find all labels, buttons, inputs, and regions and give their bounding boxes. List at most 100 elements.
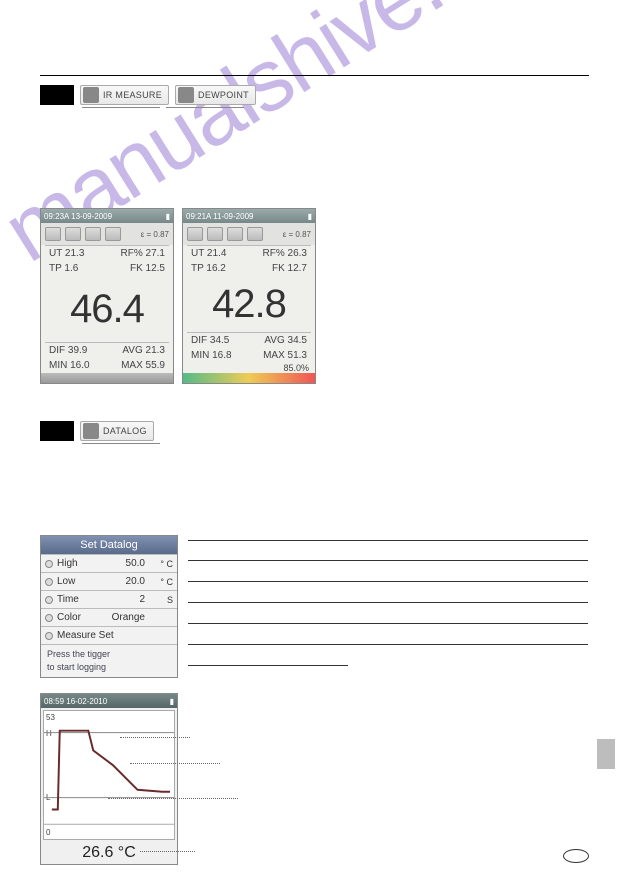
section-marker	[40, 421, 74, 441]
sd-row-low[interactable]: Low 20.0 C	[41, 572, 177, 590]
lcd2-status-bar: 09:21A 11-09-2009 ▮	[183, 209, 315, 223]
lcd2-toolbar: ε = 0.87	[183, 223, 315, 245]
datalog-tab[interactable]: DATALOG	[80, 421, 154, 441]
graph-status-bar: 08:59 16-02-2010 ▮	[41, 694, 177, 708]
tab-underline-3	[82, 443, 160, 444]
lcd1-epsilon: ε = 0.87	[141, 230, 169, 239]
sd-time-label: Time	[57, 594, 95, 605]
lcd1-main-reading: 46.4	[41, 276, 173, 342]
lcd1-row-ut-rf: UT 21.3 RF% 27.1	[41, 246, 173, 261]
table-row	[188, 540, 588, 561]
leader-line	[120, 737, 190, 738]
tool-btn[interactable]	[105, 227, 121, 241]
sd-time-value: 2	[99, 594, 151, 605]
lcd1-avg: AVG 21.3	[122, 345, 165, 356]
lcd2-min: MIN 16.8	[191, 350, 232, 361]
table-row	[188, 561, 588, 582]
side-tab-marker	[597, 739, 615, 769]
battery-icon: ▮	[170, 697, 174, 706]
radio-icon	[45, 596, 53, 604]
lcd1-fk: FK 12.5	[130, 263, 165, 274]
sd-low-unit: C	[155, 577, 173, 587]
sd-row-high[interactable]: High 50.0 C	[41, 554, 177, 572]
dewpoint-icon	[178, 87, 194, 103]
lcd1-tp: TP 1.6	[49, 263, 78, 274]
section-marker	[40, 85, 74, 105]
lcd2-datetime: 09:21A 11-09-2009	[186, 212, 253, 221]
mode-tabs-row: IR MEASURE DEWPOINT	[40, 85, 256, 105]
ir-measure-icon	[83, 87, 99, 103]
lcd-screenshots-row: 09:23A 13-09-2009 ▮ ε = 0.87 UT 21.3 RF%…	[40, 208, 316, 384]
tool-btn[interactable]	[187, 227, 203, 241]
sd-row-color[interactable]: Color Orange	[41, 608, 177, 626]
datalog-graph-panel: 08:59 16-02-2010 ▮ 53 H L 0 26.6 °C	[40, 693, 178, 865]
radio-icon	[45, 614, 53, 622]
tool-btn[interactable]	[207, 227, 223, 241]
lcd1-row-min-max: MIN 16.0 MAX 55.9	[41, 358, 173, 373]
lcd2-fk: FK 12.7	[272, 263, 307, 274]
sd-low-value: 20.0	[99, 576, 151, 587]
table-row	[188, 582, 588, 603]
lcd2-dif: DIF 34.5	[191, 335, 229, 346]
graph-current-reading: 26.6 °C	[41, 842, 177, 864]
tool-btn[interactable]	[65, 227, 81, 241]
sd-measure-set-label: Measure Set	[57, 630, 173, 641]
battery-icon: ▮	[166, 212, 170, 221]
lcd2-rf: RF% 26.3	[263, 248, 307, 259]
lcd-screen-2: 09:21A 11-09-2009 ▮ ε = 0.87 UT 21.4 RF%…	[182, 208, 316, 384]
ir-measure-tab[interactable]: IR MEASURE	[80, 85, 169, 105]
lcd2-epsilon: ε = 0.87	[283, 230, 311, 239]
tool-btn[interactable]	[227, 227, 243, 241]
sd-color-value: Orange	[99, 612, 151, 623]
lcd2-tp: TP 16.2	[191, 263, 226, 274]
sd-note-2: to start logging	[47, 661, 171, 674]
lcd1-dif: DIF 39.9	[49, 345, 87, 356]
datalog-tab-row: DATALOG	[40, 421, 154, 441]
lcd1-bottom-bar	[41, 373, 173, 383]
lcd1-row-tp-fk: TP 1.6 FK 12.5	[41, 261, 173, 276]
page-number-oval	[563, 849, 589, 863]
set-datalog-title: Set Datalog	[41, 536, 177, 554]
ir-measure-label: IR MEASURE	[103, 90, 162, 100]
lcd1-status-bar: 09:23A 13-09-2009 ▮	[41, 209, 173, 223]
lcd1-datetime: 09:23A 13-09-2009	[44, 212, 112, 221]
battery-icon: ▮	[308, 212, 312, 221]
sd-note: Press the tigger to start logging	[41, 644, 177, 677]
lcd1-min: MIN 16.0	[49, 360, 90, 371]
lcd1-row-dif-avg: DIF 39.9 AVG 21.3	[41, 343, 173, 358]
graph-datetime: 08:59 16-02-2010	[44, 697, 107, 706]
radio-icon	[45, 560, 53, 568]
radio-icon	[45, 632, 53, 640]
lcd2-percent: 85.0%	[183, 363, 315, 373]
leader-line	[130, 763, 220, 764]
lcd2-row-tp-fk: TP 16.2 FK 12.7	[183, 261, 315, 276]
table-row	[188, 603, 588, 624]
sd-color-label: Color	[57, 612, 95, 623]
sd-high-label: High	[57, 558, 95, 569]
leader-line	[108, 798, 238, 799]
sd-row-measure-set[interactable]: Measure Set	[41, 626, 177, 644]
sd-low-label: Low	[57, 576, 95, 587]
sd-high-value: 50.0	[99, 558, 151, 569]
lcd2-bottom-bar	[183, 373, 315, 383]
table-row	[188, 624, 588, 645]
set-datalog-panel: Set Datalog High 50.0 C Low 20.0 C Time …	[40, 535, 178, 678]
dewpoint-tab[interactable]: DEWPOINT	[175, 85, 256, 105]
tool-btn[interactable]	[247, 227, 263, 241]
sd-row-time[interactable]: Time 2 S	[41, 590, 177, 608]
dewpoint-label: DEWPOINT	[198, 90, 249, 100]
tool-btn[interactable]	[45, 227, 61, 241]
datalog-label: DATALOG	[103, 426, 147, 436]
sd-note-1: Press the tigger	[47, 648, 171, 661]
lcd1-ut: UT 21.3	[49, 248, 84, 259]
lcd2-avg: AVG 34.5	[264, 335, 307, 346]
lcd2-row-min-max: MIN 16.8 MAX 51.3	[183, 348, 315, 363]
lcd2-row-dif-avg: DIF 34.5 AVG 34.5	[183, 333, 315, 348]
lcd2-ut: UT 21.4	[191, 248, 226, 259]
tool-btn[interactable]	[85, 227, 101, 241]
leader-line	[140, 851, 195, 852]
lcd2-main-reading: 42.8	[183, 276, 315, 332]
lcd1-max: MAX 55.9	[121, 360, 165, 371]
param-table	[188, 540, 588, 666]
graph-plot-area: 53 H L 0	[43, 710, 175, 840]
